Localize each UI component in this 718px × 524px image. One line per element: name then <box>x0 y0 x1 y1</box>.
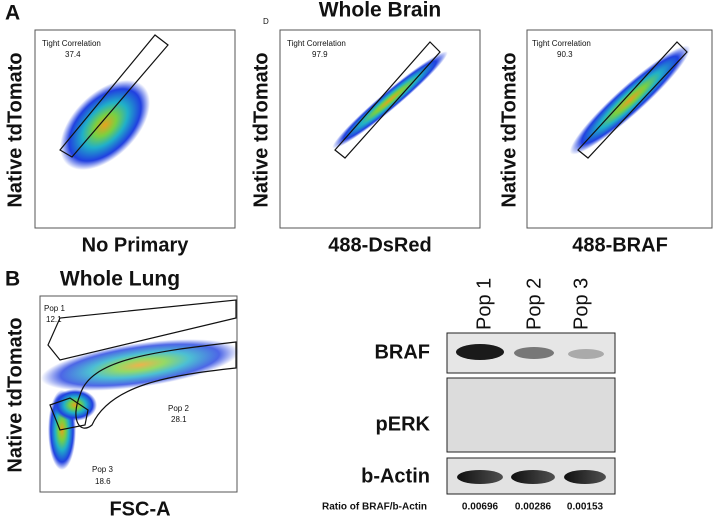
panel-title: Whole Lung <box>60 268 180 291</box>
row-label: pERK <box>376 413 431 435</box>
density <box>60 80 150 170</box>
panel-label: A <box>5 2 20 25</box>
gate-value: 12.1 <box>46 315 62 324</box>
gate <box>75 341 237 429</box>
blot-band <box>568 349 604 359</box>
gate-name: Pop 2 <box>168 404 189 413</box>
blot-band <box>511 470 555 484</box>
x-axis-label: FSC-A <box>109 498 170 520</box>
ratio-value: 0.00696 <box>462 502 499 513</box>
blot-band <box>456 344 504 360</box>
ratio-value: 0.00286 <box>515 502 552 513</box>
panel-label: B <box>5 268 20 291</box>
gate <box>577 41 688 159</box>
ratio-value: 0.00153 <box>567 502 604 513</box>
gate-value: 18.6 <box>95 477 111 486</box>
density <box>569 45 691 155</box>
gate-value: 90.3 <box>557 50 573 59</box>
row-label: BRAF <box>374 341 430 363</box>
gate-value: 28.1 <box>171 415 187 424</box>
gate-name: Pop 1 <box>44 304 65 313</box>
gate-name: Tight Correlation <box>532 39 591 48</box>
x-axis-label: No Primary <box>82 234 190 256</box>
gate-name: Pop 3 <box>92 465 113 474</box>
row-label: b-Actin <box>361 465 430 487</box>
y-axis-label: Native tdTomato <box>250 52 272 207</box>
blot-band <box>514 347 554 359</box>
lane-label: Pop 3 <box>570 278 592 330</box>
lane-label: Pop 1 <box>473 278 495 330</box>
gate <box>334 41 441 159</box>
blot-strip <box>446 377 616 453</box>
x-axis-label: 488-DsRed <box>328 234 431 256</box>
lane-label: Pop 2 <box>523 278 545 330</box>
sub-label: D <box>263 17 269 26</box>
gate-value: 37.4 <box>65 50 81 59</box>
y-axis-label: Native tdTomato <box>498 52 520 207</box>
density <box>53 389 97 421</box>
gate <box>49 397 89 431</box>
x-axis-label: 488-BRAF <box>572 234 668 256</box>
y-axis-label: Native tdTomato <box>4 52 26 207</box>
ratio-label: Ratio of BRAF/b-Actin <box>322 502 427 513</box>
y-axis-label: Native tdTomato <box>4 317 26 472</box>
gate <box>59 34 169 158</box>
blot-band <box>564 470 606 484</box>
gate-value: 97.9 <box>312 50 328 59</box>
plot-frame <box>279 29 481 229</box>
blot-band <box>457 470 503 484</box>
gate-name: Tight Correlation <box>42 39 101 48</box>
gate <box>47 299 237 361</box>
panel-title: Whole Brain <box>319 0 442 22</box>
gate-name: Tight Correlation <box>287 39 346 48</box>
